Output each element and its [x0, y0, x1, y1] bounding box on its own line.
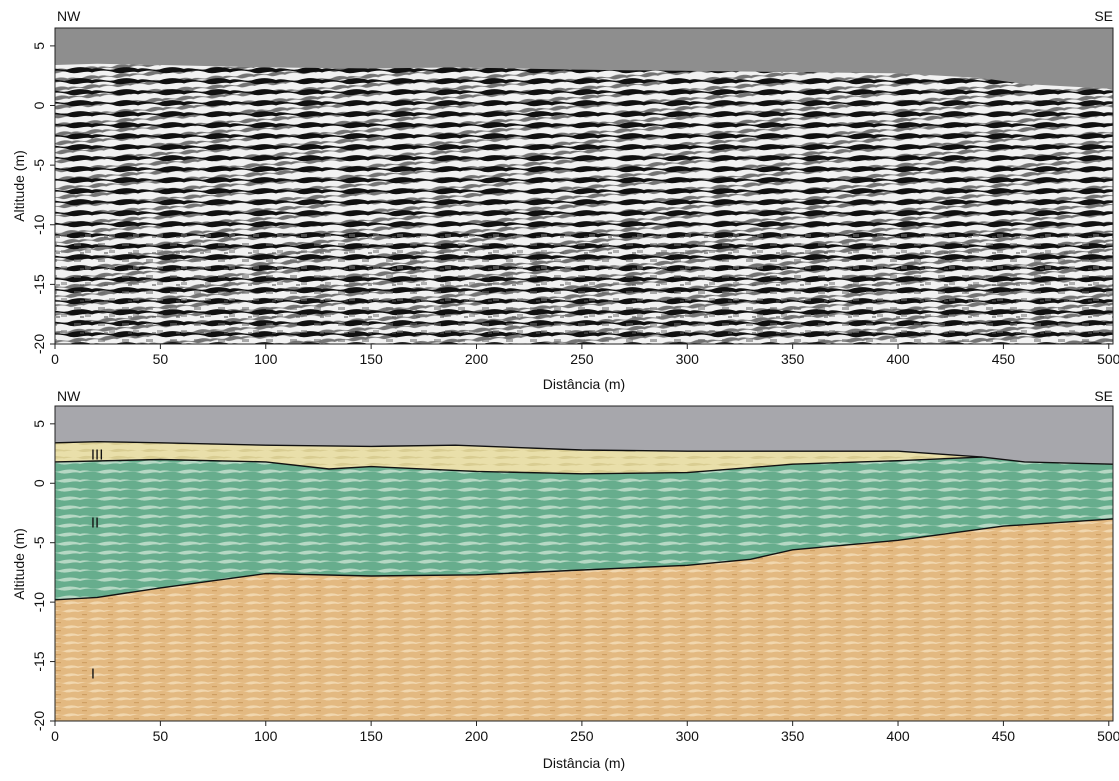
- bottom-x-tick-label: 500: [1097, 728, 1119, 744]
- top-x-tick-label: 200: [465, 351, 489, 367]
- top-deep-scatter: [55, 230, 1113, 344]
- bottom-x-tick-label: 300: [676, 728, 700, 744]
- top-x-tick-label: 50: [153, 351, 169, 367]
- top-y-tick-label: 0: [31, 101, 47, 109]
- bottom-y-tick-label: 0: [31, 479, 47, 487]
- bottom-x-tick-label: 250: [570, 728, 594, 744]
- top-x-tick-label: 150: [359, 351, 383, 367]
- bottom-label-nw: NW: [57, 388, 81, 404]
- top-y-tick-label: -10: [31, 214, 47, 234]
- bottom-label-se: SE: [1094, 388, 1113, 404]
- top-label-se: SE: [1094, 8, 1113, 24]
- bottom-x-tick-label: 200: [465, 728, 489, 744]
- bottom-x-tick-label: 0: [51, 728, 59, 744]
- top-frame: [54, 27, 1114, 345]
- unit-I-area: [55, 518, 1113, 721]
- bottom-x-axis: 0 50 100 150 200 250 300 350 400 450 500: [51, 721, 1119, 744]
- bottom-x-tick-label: 400: [886, 728, 910, 744]
- boundary-II-I: [55, 518, 1113, 601]
- unit-III-area: [55, 441, 983, 474]
- top-x-tick-label: 350: [781, 351, 805, 367]
- bottom-frame: [54, 405, 1114, 722]
- bottom-x-tick-label: 50: [153, 728, 169, 744]
- bottom-y-axis: 5 0 -5 -10 -15 -20: [31, 420, 55, 731]
- top-y-tick-label: -5: [31, 159, 47, 172]
- bottom-y-tick-label: 5: [31, 420, 47, 428]
- unit-label-III: III: [91, 447, 104, 464]
- top-x-tick-label: 400: [886, 351, 910, 367]
- top-y-tick-label: -20: [31, 334, 47, 354]
- top-x-axis-label: Distância (m): [543, 376, 625, 392]
- top-y-tick-label: 5: [31, 42, 47, 50]
- bottom-y-tick-label: -20: [31, 711, 47, 731]
- top-x-axis: 0 50 100 150 200 250 300 350 400 450 500: [51, 344, 1119, 367]
- top-y-axis: 5 0 -5 -10 -15 -20: [31, 42, 55, 354]
- top-x-tick-label: 250: [570, 351, 594, 367]
- top-x-tick-label: 450: [992, 351, 1016, 367]
- top-label-nw: NW: [57, 8, 81, 24]
- top-x-tick-label: 100: [254, 351, 278, 367]
- top-y-tick-label: -15: [31, 274, 47, 294]
- top-y-axis-label: Altitude (m): [11, 150, 27, 222]
- bottom-y-tick-label: -15: [31, 651, 47, 671]
- top-x-tick-label: 0: [51, 351, 59, 367]
- surface-line: [55, 440, 1113, 465]
- bottom-y-tick-label: -10: [31, 592, 47, 612]
- bottom-y-tick-label: -5: [31, 536, 47, 549]
- unit-label-I: I: [91, 665, 95, 682]
- bottom-x-tick-label: 350: [781, 728, 805, 744]
- bottom-y-axis-label: Altitude (m): [11, 528, 27, 600]
- top-x-tick-label: 300: [676, 351, 700, 367]
- bottom-x-axis-label: Distância (m): [543, 755, 625, 771]
- top-panel: NW SE 0 50 100 150 200 250 300 350 400 450 500 50-…: [11, 8, 1119, 392]
- boundary-III-II: [55, 456, 983, 475]
- bottom-x-tick-label: 100: [254, 728, 278, 744]
- bottom-x-tick-label: 150: [359, 728, 383, 744]
- top-x-tick-label: 500: [1097, 351, 1119, 367]
- bottom-x-tick-label: 450: [992, 728, 1016, 744]
- unit-label-II: II: [91, 514, 99, 531]
